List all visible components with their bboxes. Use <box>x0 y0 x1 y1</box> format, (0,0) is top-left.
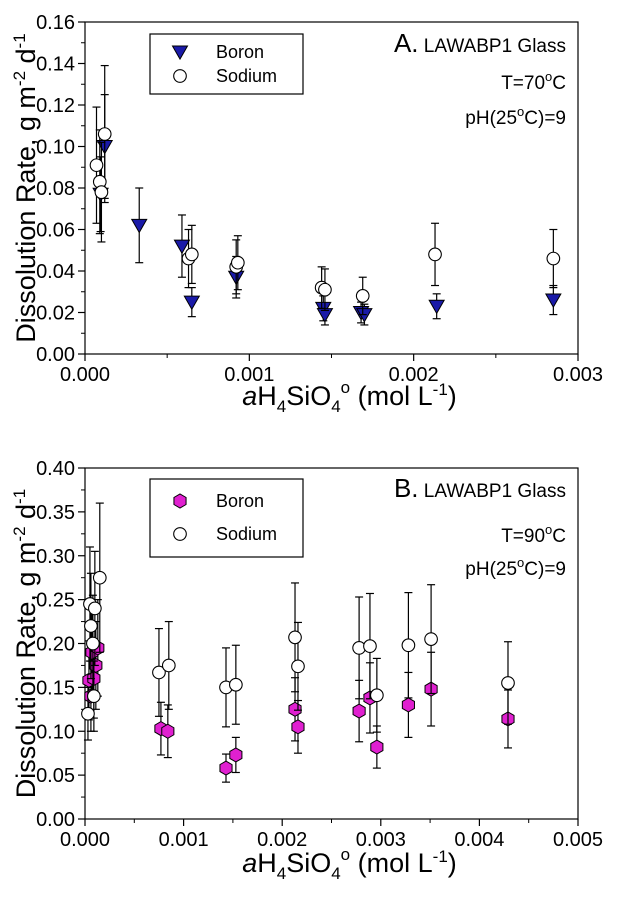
y-tick-label: 0.00 <box>36 344 75 366</box>
data-point-boron <box>161 723 175 739</box>
y-tick-label: 0.40 <box>36 458 75 480</box>
x-tick-label: 0.004 <box>454 829 504 851</box>
y-tick-label: 0.15 <box>36 677 75 699</box>
data-point-sodium <box>161 658 176 673</box>
y-tick-label: 0.06 <box>36 220 75 242</box>
data-point-sodium <box>184 247 199 262</box>
legend: Boron Sodium <box>149 478 304 558</box>
panel-title: A. LAWABP1 Glass <box>394 28 566 58</box>
data-point-sodium <box>546 251 561 266</box>
panel-label: B. <box>394 473 419 503</box>
panel-glass-name: LAWABP1 Glass <box>424 481 566 502</box>
data-point-sodium <box>92 570 107 585</box>
data-point-sodium <box>370 688 384 703</box>
y-tick-label: 0.10 <box>36 721 75 743</box>
data-point-sodium <box>363 639 377 653</box>
y-tick-label: 0.08 <box>36 178 75 200</box>
data-point-boron <box>183 295 201 311</box>
panel-title: B. LAWABP1 Glass <box>394 473 566 503</box>
legend-label-boron: Boron <box>216 491 264 511</box>
legend-box <box>149 33 304 95</box>
data-point-sodium <box>428 247 442 262</box>
legend-label-boron: Boron <box>216 42 264 62</box>
temperature-label: T=90oC <box>501 522 566 547</box>
data-point-sodium <box>501 676 515 690</box>
data-point-sodium <box>89 158 104 173</box>
panel-label: A. <box>394 28 419 58</box>
y-tick-label: 0.04 <box>36 261 75 283</box>
data-point-boron <box>401 697 415 713</box>
data-point-sodium <box>291 659 305 674</box>
ph-label: pH(25oC)=9 <box>465 555 566 580</box>
y-tick-label: 0.35 <box>36 502 75 524</box>
x-tick-label: 0.003 <box>356 829 406 851</box>
data-point-boron <box>219 760 233 776</box>
data-point-sodium <box>229 677 243 692</box>
data-point-sodium <box>401 638 416 653</box>
chart-panel-b: 0.000 0.001 0.002 0.003 0.004 0.005 0.00 0.05 0.… <box>10 458 603 883</box>
data-point-boron <box>428 299 446 315</box>
x-tick-label: 0.001 <box>159 829 209 851</box>
data-point-sodium <box>94 185 109 199</box>
x-tick-label: 0.000 <box>60 829 110 851</box>
y-tick-label: 0.05 <box>36 765 75 787</box>
ph-label: pH(25oC)=9 <box>465 104 566 129</box>
data-point-boron <box>291 719 305 735</box>
data-point-sodium <box>424 632 438 646</box>
y-tick-label: 0.20 <box>36 634 75 656</box>
data-point-boron <box>370 739 384 755</box>
x-tick-label: 0.001 <box>224 364 274 386</box>
legend-marker-boron <box>171 45 189 61</box>
legend-marker-sodium <box>173 527 187 541</box>
data-point-sodium <box>355 289 370 303</box>
y-tick-label: 0.30 <box>36 546 75 568</box>
data-point-boron <box>229 747 243 763</box>
data-point-sodium <box>81 706 95 721</box>
data-point-sodium <box>97 127 112 141</box>
y-tick-label: 0.10 <box>36 137 75 159</box>
x-tick-label: 0.002 <box>389 364 439 386</box>
y-axis-label: Dissolution Rate, g m-2 d-1 <box>10 33 41 342</box>
data-point-sodium <box>288 630 302 645</box>
data-point-boron <box>544 293 562 309</box>
x-axis-label: aH4SiO4o (mol L-1) <box>242 378 457 416</box>
x-tick-label: 0.003 <box>553 364 603 386</box>
series-sodium <box>89 64 561 316</box>
x-tick-label: 0.000 <box>60 364 110 386</box>
y-tick-label: 0.12 <box>36 95 75 117</box>
data-point-sodium <box>87 689 101 704</box>
temperature-label: T=70oC <box>501 69 566 94</box>
y-tick-label: 0.25 <box>36 590 75 612</box>
legend-box <box>149 478 304 558</box>
data-point-boron <box>173 239 191 255</box>
data-point-sodium <box>88 601 102 616</box>
legend-marker-sodium <box>173 69 187 83</box>
legend-label-sodium: Sodium <box>216 66 277 86</box>
data-point-boron <box>352 703 366 719</box>
y-tick-label: 0.02 <box>36 303 75 325</box>
data-point-boron <box>130 218 148 234</box>
x-axis-label: aH4SiO4o (mol L-1) <box>242 845 457 883</box>
legend: Boron Sodium <box>149 33 304 95</box>
x-tick-label: 0.002 <box>257 829 307 851</box>
y-tick-label: 0.16 <box>36 12 75 34</box>
legend-marker-boron <box>173 493 187 509</box>
data-point-sodium <box>230 255 245 270</box>
data-point-sodium <box>152 665 166 680</box>
x-tick-label: 0.005 <box>553 829 603 851</box>
series-sodium <box>81 502 515 741</box>
data-point-boron <box>288 701 302 717</box>
y-tick-label: 0.14 <box>36 54 75 76</box>
chart-panel-a: 0.000 0.001 0.002 0.003 0.00 0.02 0.04 0.06 0.08… <box>10 12 603 416</box>
data-point-sodium <box>84 619 98 633</box>
panel-glass-name: LAWABP1 Glass <box>424 36 566 57</box>
legend-label-sodium: Sodium <box>216 524 277 544</box>
y-tick-label: 0.00 <box>36 809 75 831</box>
y-axis-label: Dissolution Rate, g m-2 d-1 <box>10 489 41 798</box>
data-point-sodium <box>86 636 100 651</box>
data-point-sodium <box>318 282 332 297</box>
